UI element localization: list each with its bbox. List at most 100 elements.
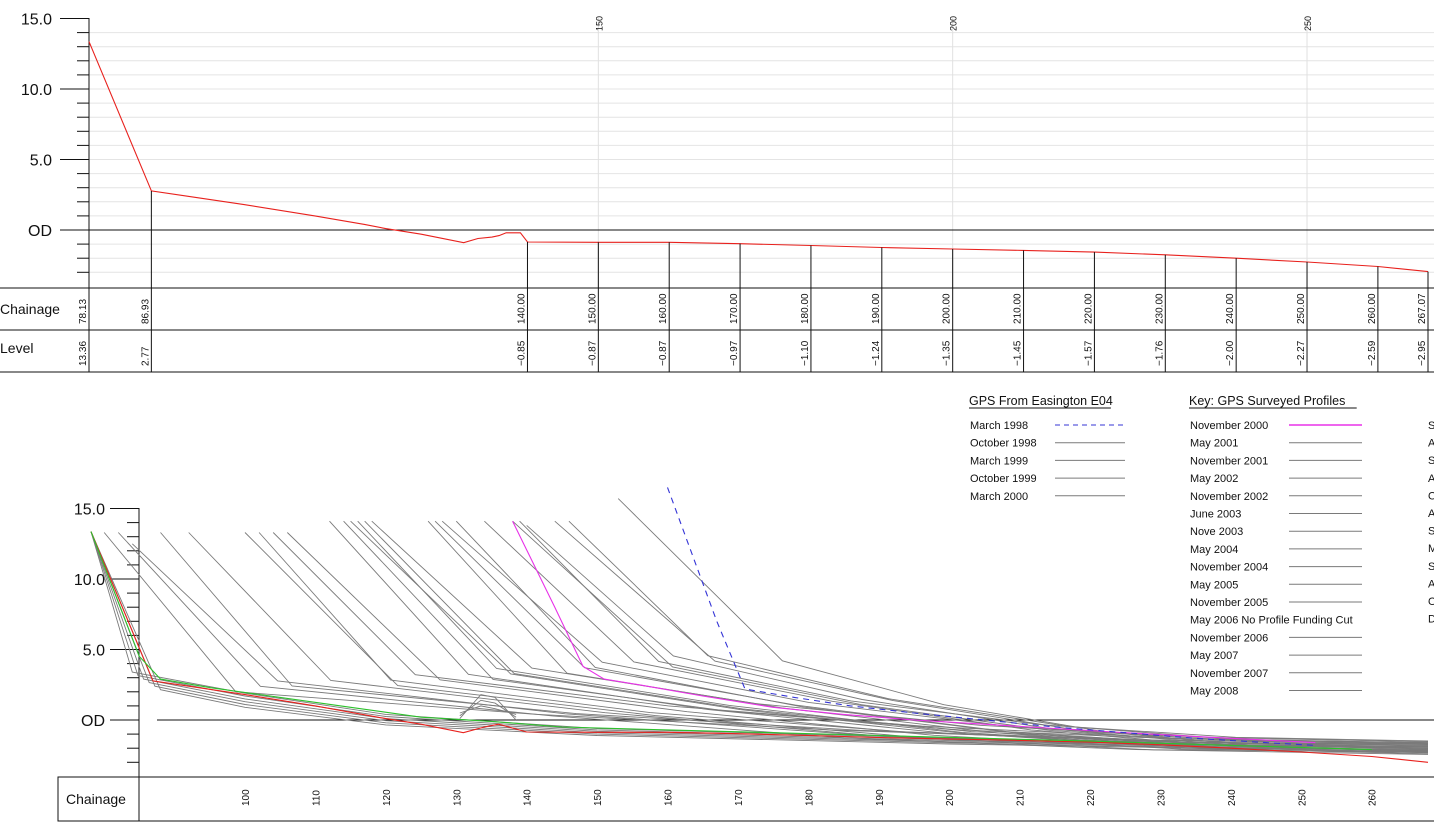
x-tick-label: 190 [875, 789, 886, 806]
station-level-label: 2.77 [140, 346, 151, 366]
station-level-label: −0.87 [658, 340, 669, 366]
x-tick-label: 200 [945, 789, 956, 806]
station-chainage-label: 86.93 [140, 299, 151, 324]
legend-entry-label: November 2004 [1190, 562, 1268, 574]
legend-entry-label: November 2006 [1190, 632, 1268, 644]
bottom-chart-y-axis: 15.0 10.0 5.0 OD [74, 502, 1434, 777]
x-tick-label: 220 [1086, 789, 1097, 806]
legend-entry-label: Nove 2003 [1190, 526, 1243, 538]
station-level-label: −1.10 [800, 340, 811, 366]
station-chainage-label: 240.00 [1225, 293, 1236, 324]
station-level-label: −1.35 [942, 340, 953, 366]
station-chainage-label: 210.00 [1013, 293, 1024, 324]
legend-gps-easington-e04: GPS From Easington E04 March 1998 October … [969, 394, 1125, 503]
grey-profile-line [90, 531, 1429, 748]
x-tick-label: 140 [523, 789, 534, 806]
grey-profile-line [188, 532, 1429, 755]
station-chainage-label: 267.07 [1417, 293, 1428, 324]
profile-line-red [88, 41, 1429, 273]
legend-entry-label: November 2007 [1190, 668, 1268, 680]
legend-cut-letter: S [1428, 455, 1434, 467]
station-level-label: −0.87 [587, 340, 598, 366]
y-tick-label: 10.0 [74, 572, 105, 589]
grey-profile-line [350, 520, 1429, 755]
x-tick-label: 240 [1227, 789, 1238, 806]
x-tick-label: 120 [382, 789, 393, 806]
station-chainage-label: 250.00 [1296, 293, 1307, 324]
x-tick-label: 110 [311, 790, 322, 806]
station-chainage-label: 180.00 [800, 293, 811, 324]
y-tick-label: 15.0 [21, 12, 52, 29]
legend-cut-letter: A [1428, 508, 1434, 520]
y-tick-label: 5.0 [83, 643, 105, 660]
station-level-label: 13.36 [78, 341, 89, 366]
station-level-label: −0.85 [516, 340, 527, 366]
grey-bump-line [459, 705, 517, 715]
legend-entry-label: March 1998 [970, 420, 1028, 432]
station-level-label: −2.59 [1367, 340, 1378, 366]
legend-entry-label: June 2003 [1190, 509, 1241, 521]
legend-cut-letter: A [1428, 578, 1434, 590]
legend-entry-label: October 1998 [970, 438, 1037, 450]
legend-entry-label: March 1999 [970, 455, 1028, 467]
top-chart-data-table: Chainage Level 78.13 13.36 86.93 2.77 140.00 −0… [0, 190, 1434, 373]
grey-profile-line [554, 520, 1429, 750]
y-tick-label: 10.0 [21, 82, 52, 99]
legend-entry-label: November 2000 [1190, 420, 1268, 432]
grey-profile-line [364, 520, 1429, 746]
legend-entry-label: May 2007 [1190, 650, 1238, 662]
legend-entry-label: May 2004 [1190, 544, 1238, 556]
top-chart-series [88, 41, 1429, 273]
station-chainage-label: 200.00 [942, 293, 953, 324]
top-profile-chart: 150 200 250 15.0 10.0 5.0 OD Chainage Level 78.… [0, 12, 1434, 373]
legend-cut-letter: S [1428, 420, 1434, 432]
grey-profile-line [90, 531, 1429, 752]
legend-entry-label: November 2001 [1190, 455, 1268, 467]
x-tick-label: 180 [804, 789, 815, 806]
profile-line-red [90, 531, 1429, 763]
top-chart-y-axis: 15.0 10.0 5.0 OD [21, 12, 1434, 372]
station-chainage-label: 78.13 [78, 299, 89, 324]
row-label-chainage: Chainage [0, 301, 60, 317]
row-label-level: Level [0, 340, 33, 356]
y-tick-label: 5.0 [30, 153, 52, 170]
legend-entry-label: November 2005 [1190, 597, 1268, 609]
station-chainage-label: 150.00 [587, 293, 598, 324]
station-chainage-label: 160.00 [658, 293, 669, 324]
x-tick-label: 210 [1016, 789, 1027, 806]
faint-x-label: 200 [949, 16, 959, 31]
legend-heading: GPS From Easington E04 [969, 394, 1113, 408]
profile-line-green [90, 531, 1372, 751]
legend-entry-label: May 2005 [1190, 579, 1238, 591]
legend-entry-label: November 2002 [1190, 491, 1268, 503]
grey-profile-line [568, 520, 1429, 744]
legend-entry-label: October 1999 [970, 473, 1037, 485]
legend-cut-letter: O [1428, 596, 1434, 608]
legend-cut-letter: S [1428, 561, 1434, 573]
x-tick-label: 260 [1368, 789, 1379, 806]
legend-third-column-cut: SASAOASMSAOD [1428, 420, 1434, 626]
station-level-label: −0.97 [729, 340, 740, 366]
station-chainage-label: 260.00 [1367, 293, 1378, 324]
legend-cut-letter: S [1428, 526, 1434, 538]
station-chainage-label: 190.00 [871, 293, 882, 324]
station-level-label: −1.76 [1154, 340, 1165, 366]
x-tick-label: 100 [241, 789, 252, 806]
grey-bump-line [459, 699, 517, 718]
station-level-label: −2.95 [1417, 340, 1428, 366]
x-tick-label: 150 [593, 789, 604, 806]
legend-cut-letter: A [1428, 438, 1434, 450]
legend-entry-label: May 2001 [1190, 438, 1238, 450]
faint-x-label: 250 [1303, 16, 1313, 31]
legend-entry-label: May 2002 [1190, 473, 1238, 485]
station-level-label: −2.00 [1225, 340, 1236, 366]
top-chart-gridlines: 150 200 250 [89, 16, 1434, 288]
y-tick-label: OD [81, 713, 105, 730]
legend-entry-label: March 2000 [970, 491, 1028, 503]
chainage-table-box [57, 776, 1434, 822]
legend-heading: Key: GPS Surveyed Profiles [1189, 394, 1345, 408]
row-label-chainage: Chainage [66, 791, 126, 807]
faint-x-label: 150 [594, 16, 604, 31]
bottom-chart-highlight-series [90, 487, 1429, 763]
